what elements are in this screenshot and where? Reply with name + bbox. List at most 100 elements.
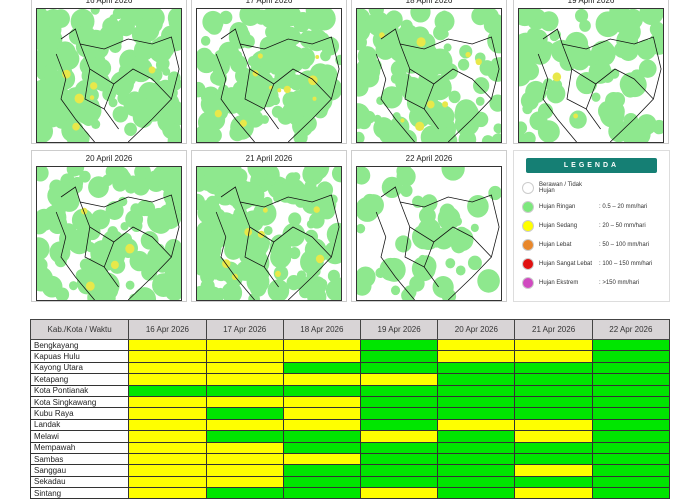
forecast-cell — [514, 373, 593, 386]
column-header: 19 Apr 2026 — [359, 319, 439, 340]
forecast-cell — [359, 407, 439, 420]
rain-map-panel: 19 April 2026 — [513, 0, 669, 144]
forecast-cell — [437, 487, 516, 500]
forecast-cell — [128, 464, 207, 477]
forecast-cell — [514, 452, 593, 466]
forecast-cell — [205, 464, 284, 477]
forecast-cell — [437, 350, 516, 363]
region-name: Melawi — [29, 430, 130, 443]
forecast-cell — [205, 384, 284, 397]
column-header: 21 Apr 2026 — [514, 319, 593, 340]
forecast-cell — [128, 475, 207, 489]
rain-map — [356, 8, 502, 143]
forecast-cell — [437, 373, 516, 386]
forecast-cell — [359, 395, 439, 409]
forecast-cell — [282, 452, 362, 466]
forecast-cell — [128, 373, 207, 386]
forecast-cell — [591, 487, 671, 500]
legend-color-swatch — [522, 277, 534, 289]
rain-map-panel: 22 April 2026 — [351, 150, 507, 302]
forecast-cell — [591, 464, 671, 477]
table-row: Melawi — [29, 430, 671, 443]
forecast-cell — [514, 464, 593, 477]
forecast-cell — [437, 407, 516, 420]
legend-panel: LEGENDA Berawan / Tidak Hujan Hujan Ringa… — [513, 150, 670, 302]
legend-color-swatch — [522, 201, 534, 213]
forecast-cell — [128, 487, 207, 500]
legend-range: : >150 mm/hari — [599, 280, 640, 286]
forecast-cell — [128, 384, 207, 397]
forecast-cell — [205, 487, 284, 500]
forecast-cell — [359, 350, 439, 363]
forecast-cell — [514, 418, 593, 432]
forecast-cell — [359, 384, 439, 397]
forecast-cell — [128, 441, 207, 454]
column-header: 17 Apr 2026 — [205, 319, 284, 340]
forecast-cell — [437, 452, 516, 466]
forecast-cell — [282, 384, 362, 397]
legend-item: Hujan Lebat: 50 – 100 mm/hari — [522, 238, 649, 252]
forecast-cell — [128, 361, 207, 375]
forecast-cell — [437, 464, 516, 477]
region-name: Kapuas Hulu — [29, 350, 130, 363]
map-date-title: 22 April 2026 — [405, 154, 453, 163]
rain-map-panel: 16 April 2026 — [31, 0, 187, 144]
forecast-cell — [359, 338, 439, 352]
forecast-cell — [282, 338, 362, 352]
forecast-cell — [591, 441, 671, 454]
legend-label: Hujan Sangat Lebat — [539, 261, 593, 267]
region-name: Kayong Utara — [29, 361, 130, 375]
forecast-cell — [282, 464, 362, 477]
forecast-cell — [359, 475, 439, 489]
legend-range: : 20 – 50 mm/hari — [599, 223, 646, 229]
forecast-cell — [514, 338, 593, 352]
forecast-cell — [591, 430, 671, 443]
forecast-cell — [514, 384, 593, 397]
forecast-cell — [282, 361, 362, 375]
forecast-cell — [437, 338, 516, 352]
legend-item: Hujan Sedang: 20 – 50 mm/hari — [522, 219, 646, 233]
legend-label: Hujan Ringan — [539, 204, 576, 210]
forecast-cell — [359, 373, 439, 386]
table-row: Ketapang — [29, 373, 671, 386]
forecast-cell — [128, 407, 207, 420]
forecast-cell — [437, 384, 516, 397]
table-row: Kubu Raya — [29, 407, 671, 420]
legend-color-swatch — [522, 182, 534, 194]
forecast-cell — [437, 441, 516, 454]
table-row: Sanggau — [29, 464, 671, 477]
rain-map-panel: 20 April 2026 — [31, 150, 187, 302]
forecast-cell — [282, 395, 362, 409]
column-header: 16 Apr 2026 — [128, 319, 207, 340]
forecast-cell — [128, 430, 207, 443]
forecast-cell — [359, 418, 439, 432]
forecast-cell — [359, 464, 439, 477]
map-date-title: 18 April 2026 — [405, 0, 453, 5]
forecast-cell — [437, 430, 516, 443]
forecast-cell — [591, 373, 671, 386]
forecast-cell — [514, 487, 593, 500]
rain-map — [356, 166, 502, 301]
forecast-cell — [282, 407, 362, 420]
legend-title: LEGENDA — [526, 158, 657, 173]
forecast-cell — [205, 430, 284, 443]
column-header: Kab./Kota / Waktu — [29, 319, 130, 340]
forecast-cell — [514, 361, 593, 375]
region-name: Ketapang — [29, 373, 130, 386]
rain-map — [518, 8, 664, 143]
forecast-cell — [437, 361, 516, 375]
forecast-cell — [591, 418, 671, 432]
forecast-cell — [514, 395, 593, 409]
forecast-cell — [205, 452, 284, 466]
forecast-cell — [205, 373, 284, 386]
forecast-table: Kab./Kota / Waktu 16 Apr 2026 17 Apr 2026 1… — [29, 319, 671, 500]
map-date-title: 17 April 2026 — [245, 0, 293, 5]
forecast-cell — [205, 475, 284, 489]
legend-range: : 50 – 100 mm/hari — [599, 242, 650, 248]
rain-map — [196, 166, 342, 301]
forecast-cell — [591, 395, 671, 409]
forecast-cell — [205, 338, 284, 352]
forecast-cell — [359, 441, 439, 454]
forecast-cell — [591, 350, 671, 363]
forecast-cell — [128, 452, 207, 466]
